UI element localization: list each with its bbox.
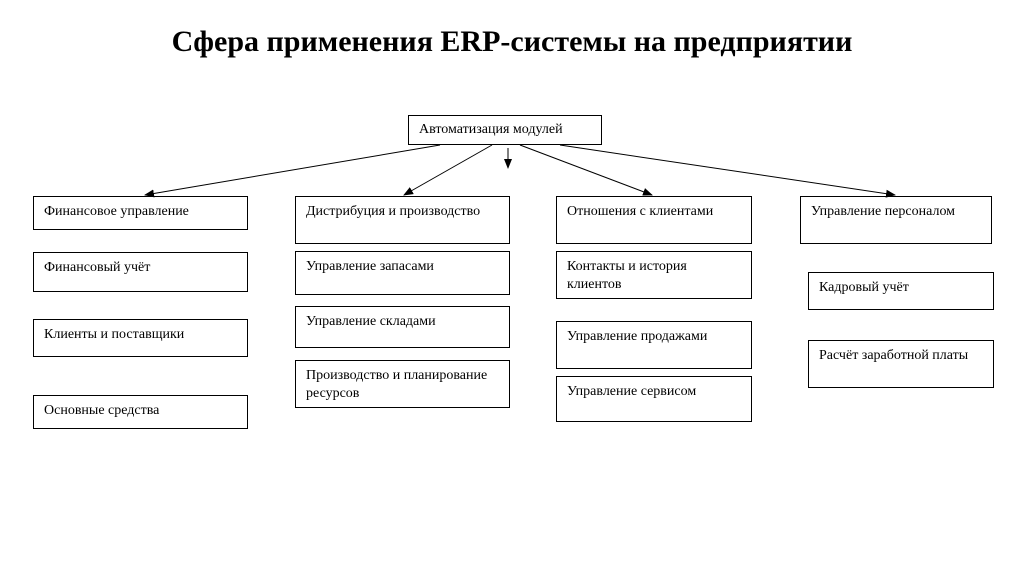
arrow-0: [145, 145, 440, 195]
arrow-1: [404, 145, 492, 195]
column-header-col2: Дистрибуция и производство: [295, 196, 510, 244]
node-col1-0: Финансовый учёт: [33, 252, 248, 292]
node-col2-2: Производство и планирование ресурсов: [295, 360, 510, 408]
arrow-4: [560, 145, 895, 195]
node-col2-1: Управление складами: [295, 306, 510, 348]
node-col2-0: Управление запасами: [295, 251, 510, 295]
node-col1-1: Клиенты и поставщики: [33, 319, 248, 357]
node-col4-1: Расчёт заработной платы: [808, 340, 994, 388]
page-title: Сфера применения ERP-системы на предприя…: [0, 24, 1024, 60]
arrow-3: [520, 145, 652, 195]
column-header-col4: Управление персоналом: [800, 196, 992, 244]
root-node: Автоматизация модулей: [408, 115, 602, 145]
node-col4-0: Кадровый учёт: [808, 272, 994, 310]
node-col3-2: Управление сервисом: [556, 376, 752, 422]
column-header-col3: Отношения с клиентами: [556, 196, 752, 244]
node-col3-1: Управление продажами: [556, 321, 752, 369]
column-header-col1: Финансовое управление: [33, 196, 248, 230]
node-col3-0: Контакты и история клиентов: [556, 251, 752, 299]
node-col1-2: Основные средства: [33, 395, 248, 429]
